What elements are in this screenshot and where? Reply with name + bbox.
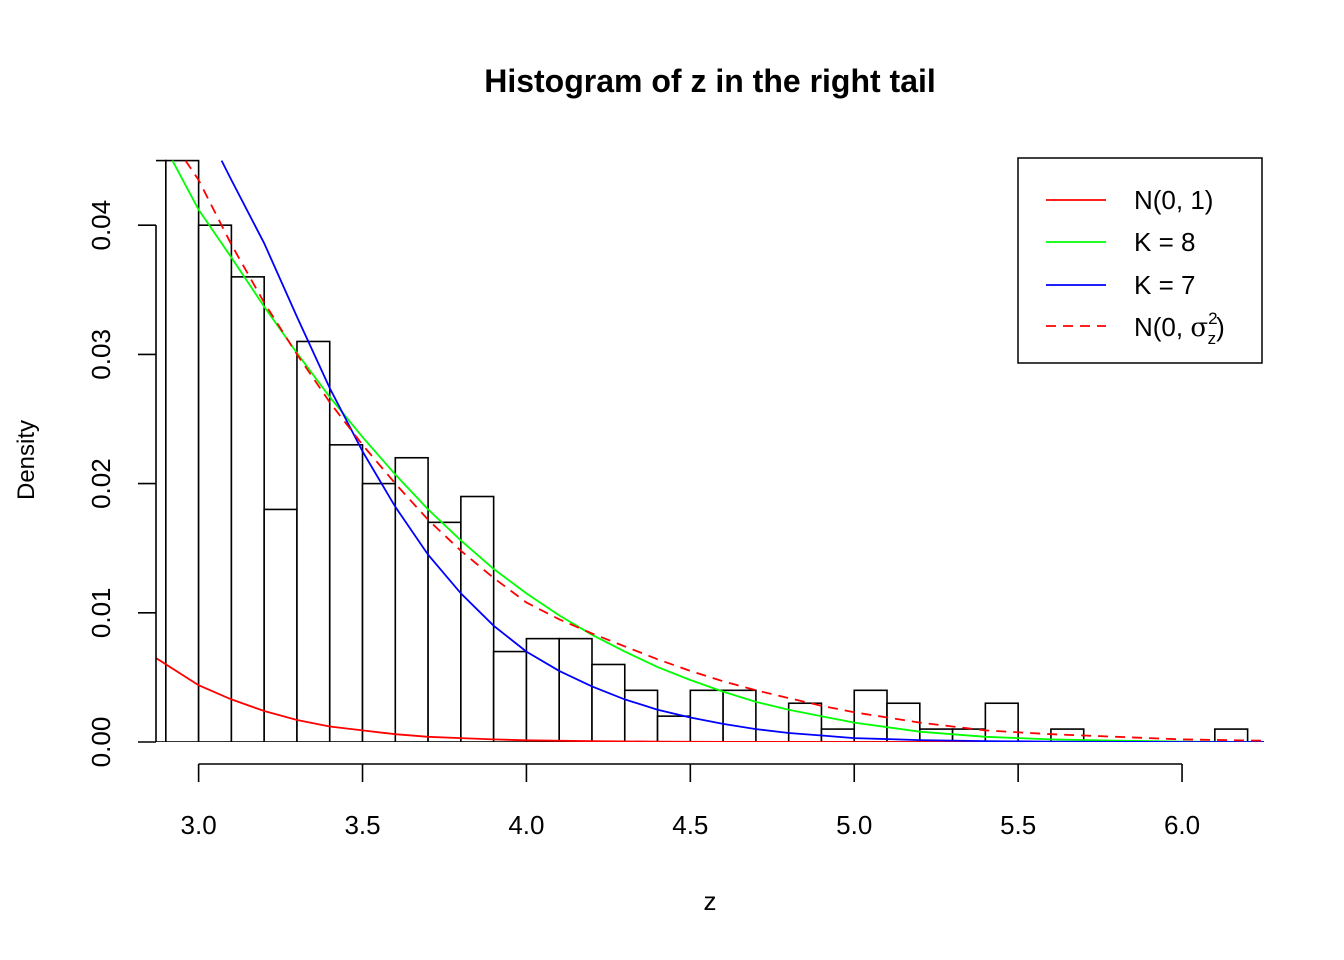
histogram-bar-0 <box>156 159 167 742</box>
y-axis-label: Density <box>13 420 40 500</box>
histogram-bar-2 <box>197 224 233 742</box>
density-curve-1 <box>171 160 1264 742</box>
histogram-bar-16 <box>656 715 692 742</box>
x-tick-label-3: 4.5 <box>672 810 708 840</box>
legend-label-k8: K = 8 <box>1134 227 1195 257</box>
histogram-bar-14 <box>591 663 626 742</box>
x-tick-label-6: 6.0 <box>1164 810 1200 840</box>
legend-label-nsigma: N(0, σ2 z) <box>1134 309 1225 348</box>
x-tick-label-0: 3.0 <box>181 810 217 840</box>
histogram-bar-17 <box>689 689 724 742</box>
histogram-bar-6 <box>328 444 364 742</box>
histogram-bar-5 <box>296 340 331 742</box>
histogram-bar-26 <box>984 702 1019 742</box>
histogram-bar-9 <box>427 521 462 742</box>
x-tick-label-4: 5.0 <box>836 810 872 840</box>
y-tick-label-2: 0.02 <box>86 458 116 509</box>
legend-label-k7: K = 7 <box>1134 270 1195 300</box>
y-axis: 0.00 0.01 0.02 0.03 0.04 <box>86 200 157 768</box>
density-curves <box>156 160 1264 742</box>
y-tick-label-1: 0.01 <box>86 587 116 638</box>
histogram-bar-11 <box>492 650 528 742</box>
x-axis-label: z <box>704 886 717 916</box>
histogram-bar-33 <box>1214 728 1249 742</box>
histogram-bar-20 <box>787 702 823 742</box>
histogram-bar-13 <box>558 637 593 742</box>
y-tick-label-4: 0.04 <box>86 200 116 251</box>
density-curve-3 <box>184 160 1264 742</box>
density-curve-0 <box>156 657 1264 742</box>
histogram-bar-4 <box>263 508 298 742</box>
chart-title: Histogram of z in the right tail <box>484 63 936 99</box>
y-tick-label-3: 0.03 <box>86 329 116 380</box>
legend-label-n01: N(0, 1) <box>1134 185 1213 215</box>
y-tick-label-0: 0.00 <box>86 717 116 768</box>
x-axis: 3.0 3.5 4.0 4.5 5.0 5.5 6.0 <box>181 763 1200 840</box>
legend-box <box>1017 157 1263 364</box>
x-tick-label-1: 3.5 <box>344 810 380 840</box>
histogram-bar-15 <box>623 689 659 742</box>
x-tick-label-2: 4.0 <box>508 810 544 840</box>
histogram-bar-18 <box>722 689 757 742</box>
histogram-bar-1 <box>165 159 200 742</box>
x-tick-label-5: 5.5 <box>1000 810 1036 840</box>
histogram-bar-7 <box>361 482 397 742</box>
histogram-bar-3 <box>230 276 265 742</box>
density-curve-2 <box>220 160 1264 742</box>
histogram-bar-10 <box>460 495 495 742</box>
histogram-bars <box>156 159 1249 742</box>
legend: N(0, 1) K = 8 K = 7 N(0, σ2 z) <box>1017 157 1263 364</box>
